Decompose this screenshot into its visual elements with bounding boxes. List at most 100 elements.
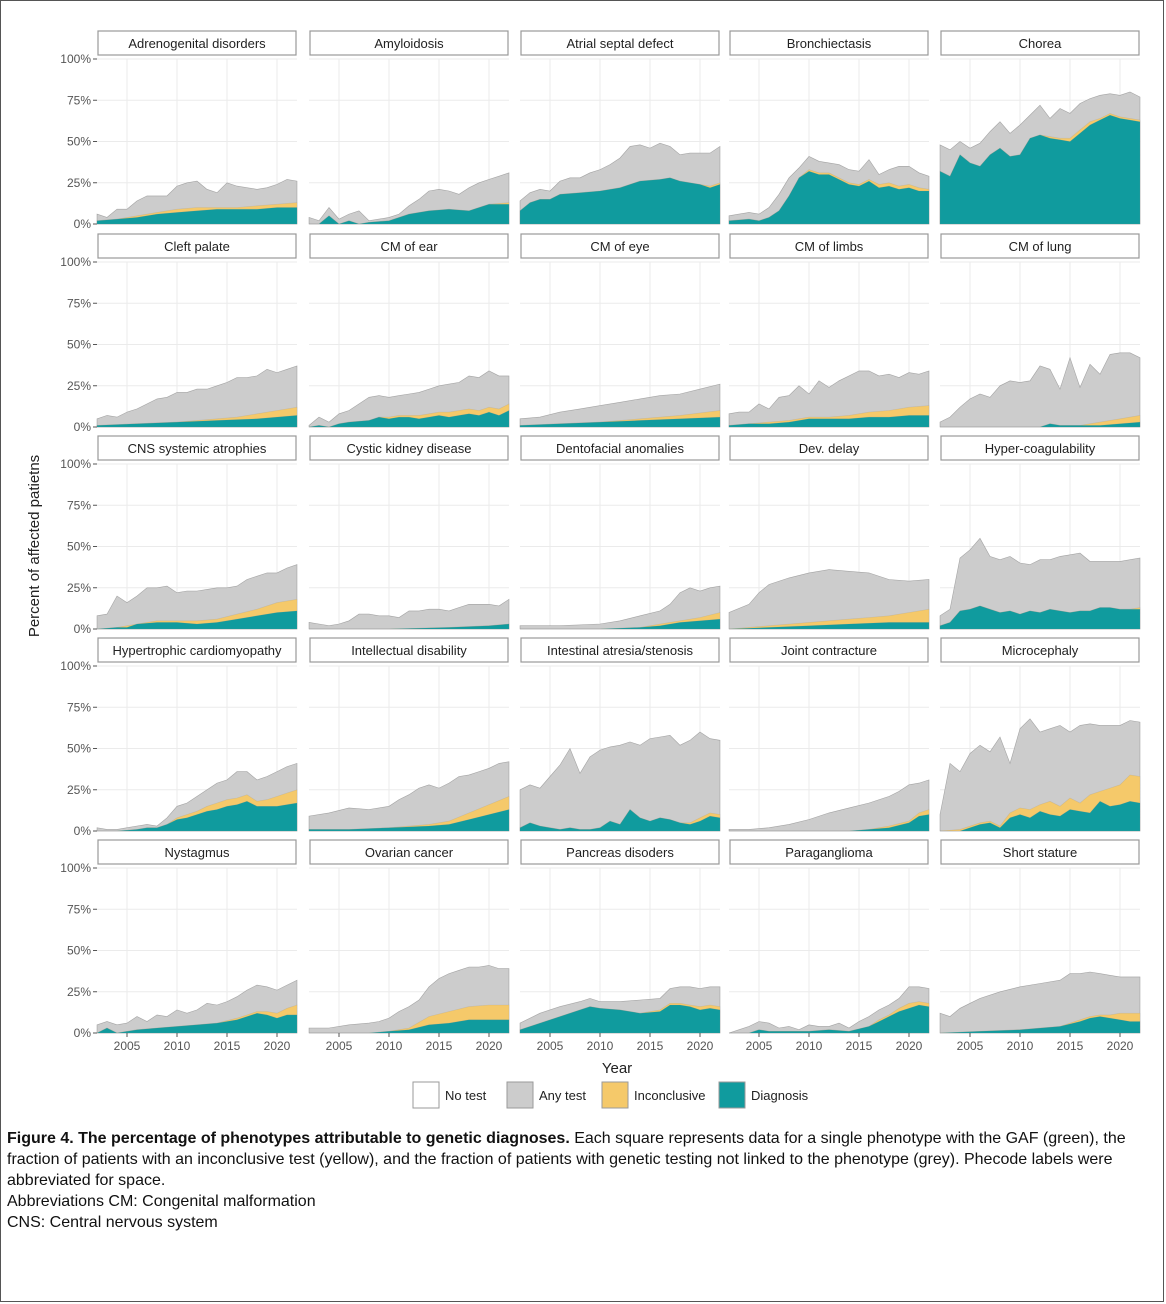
facet-strip <box>520 233 720 259</box>
facet-title: Intellectual disability <box>351 643 467 658</box>
x-tick-label: 2015 <box>1057 1039 1084 1053</box>
facet-panel: Bronchiectasis <box>728 30 930 225</box>
caption-paragraph: Figure 4. The percentage of phenotypes a… <box>7 1128 1157 1191</box>
area-any-test <box>519 731 721 832</box>
y-tick-label: 25% <box>67 783 91 797</box>
facet-strip <box>729 637 929 663</box>
x-tick-label: 2005 <box>114 1039 141 1053</box>
facet-strip <box>940 30 1140 56</box>
facet-title: Short stature <box>1003 845 1077 860</box>
area-any-test <box>728 569 930 630</box>
y-tick-label: 50% <box>67 540 91 554</box>
facet-panel: Chorea <box>939 30 1141 225</box>
area-diagnosis <box>97 800 298 832</box>
facet-title: CM of lung <box>1009 239 1072 254</box>
legend-label: Diagnosis <box>751 1088 809 1103</box>
facet-strip <box>309 435 509 461</box>
area-diagnosis <box>96 207 298 225</box>
facet-title: CM of limbs <box>795 239 864 254</box>
y-tick-label: 75% <box>67 296 91 310</box>
x-tick-label: 2005 <box>746 1039 773 1053</box>
facet-title: Atrial septal defect <box>567 36 674 51</box>
area-diagnosis <box>308 410 510 428</box>
y-tick-label: 50% <box>67 338 91 352</box>
x-tick-label: 2015 <box>637 1039 664 1053</box>
facet-panel: Intellectual disability <box>308 637 510 832</box>
area-diagnosis <box>940 421 1141 428</box>
y-tick-label: 75% <box>67 902 91 916</box>
y-tick-label: 50% <box>67 742 91 756</box>
area-diagnosis <box>519 1004 721 1034</box>
caption-title: Figure 4. The percentage of phenotypes a… <box>7 1130 570 1147</box>
area-diagnosis <box>520 618 721 630</box>
area-diagnosis <box>939 1016 1141 1034</box>
facet-strip <box>97 637 297 663</box>
facet-panel: Ovarian cancer 2005 2010 2015 2020 <box>308 839 510 1053</box>
facet-panel: Joint contracture <box>728 637 930 832</box>
facet-panel: Paraganglioma 2005 2010 2015 2020 <box>728 839 930 1053</box>
x-tick-label: 2020 <box>476 1039 503 1053</box>
facet-panel: Pancreas disoders 2005 2010 2015 2020 <box>519 839 721 1053</box>
area-diagnosis <box>309 203 510 225</box>
facet-title: Pancreas disoders <box>566 845 674 860</box>
x-axis-title: Year <box>602 1060 632 1077</box>
x-tick-label: 2010 <box>796 1039 823 1053</box>
caption-body: Each square represents data for a single… <box>7 1130 1126 1189</box>
facet-strip <box>97 30 297 56</box>
legend-label: No test <box>445 1088 487 1103</box>
facet-title: Cystic kidney disease <box>347 441 472 456</box>
area-diagnosis <box>96 610 298 630</box>
facet-title: Bronchiectasis <box>787 36 872 51</box>
y-tick-label: 50% <box>67 135 91 149</box>
facet-title: Joint contracture <box>781 643 877 658</box>
facet-title: Microcephaly <box>1002 643 1079 658</box>
facet-title: Hypertrophic cardiomyopathy <box>112 643 282 658</box>
area-diagnosis <box>96 415 298 428</box>
facet-panel: Nystagmus 0% 25% 50% 75% 100% 2005 2010 2015 2020 <box>60 839 298 1053</box>
y-tick-label: 0% <box>74 824 92 838</box>
facet-panel: Atrial septal defect <box>519 30 721 225</box>
legend-swatch <box>601 1081 629 1109</box>
facet-title: Ovarian cancer <box>365 845 454 860</box>
y-tick-label: 100% <box>60 255 91 269</box>
area-diagnosis <box>309 623 510 630</box>
x-tick-label: 2005 <box>537 1039 564 1053</box>
facet-strip <box>97 839 297 865</box>
area-diagnosis <box>519 177 721 225</box>
facet-strip <box>520 435 720 461</box>
x-tick-label: 2005 <box>957 1039 984 1053</box>
facet-title: Nystagmus <box>164 845 230 860</box>
facet-title: Amyloidosis <box>374 36 444 51</box>
area-diagnosis <box>729 814 930 832</box>
facet-strip <box>97 435 297 461</box>
facet-panel: Dev. delay <box>728 435 930 630</box>
area-any-test <box>939 352 1141 428</box>
y-tick-label: 0% <box>74 1026 92 1040</box>
facet-strip <box>520 637 720 663</box>
facet-strip <box>940 839 1140 865</box>
area-diagnosis <box>309 1019 510 1034</box>
legend-swatch <box>506 1081 534 1109</box>
legend-item: No test <box>412 1081 487 1109</box>
x-tick-label: 2010 <box>164 1039 191 1053</box>
y-tick-label: 0% <box>74 420 92 434</box>
x-tick-label: 2020 <box>687 1039 714 1053</box>
y-axis-title: Percent of affected patietns <box>26 455 43 637</box>
area-diagnosis <box>519 416 721 428</box>
caption-abbrev-cns: CNS: Central nervous system <box>7 1214 218 1231</box>
facet-strip <box>729 839 929 865</box>
facet-panel: Cystic kidney disease <box>308 435 510 630</box>
facet-title: Intestinal atresia/stenosis <box>547 643 693 658</box>
area-diagnosis <box>728 415 930 428</box>
y-tick-label: 0% <box>74 217 92 231</box>
facet-strip <box>940 435 1140 461</box>
area-diagnosis <box>96 1012 298 1034</box>
facet-title: CNS systemic atrophies <box>128 441 267 456</box>
facet-strip <box>729 435 929 461</box>
x-tick-label: 2020 <box>1107 1039 1134 1053</box>
x-tick-label: 2020 <box>264 1039 291 1053</box>
facet-strip <box>940 637 1140 663</box>
x-tick-label: 2010 <box>1007 1039 1034 1053</box>
x-tick-label: 2010 <box>376 1039 403 1053</box>
facet-title: Hyper-coagulability <box>985 441 1096 456</box>
